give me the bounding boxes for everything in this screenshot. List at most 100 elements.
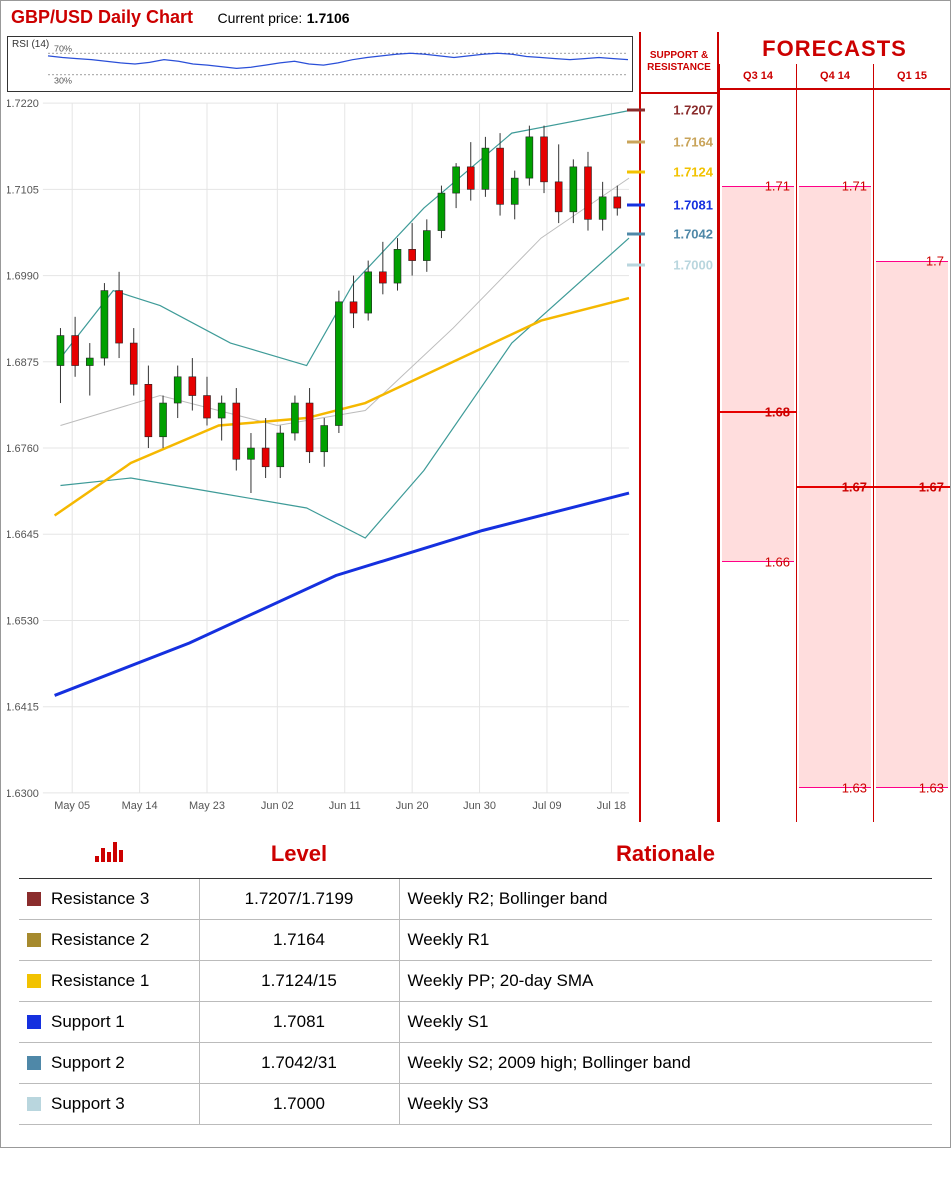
chart-title: GBP/USD Daily Chart: [11, 7, 193, 28]
level-name: Resistance 1: [51, 971, 149, 990]
level-value: 1.7000: [199, 1084, 399, 1125]
svg-text:1.7220: 1.7220: [7, 98, 39, 110]
forecast-header-row: Q3 14Q4 14Q1 15: [719, 64, 950, 90]
level-rationale: Weekly S2; 2009 high; Bollinger band: [399, 1043, 932, 1084]
svg-text:1.7105: 1.7105: [7, 184, 39, 196]
forecast-value: 1.67: [842, 480, 867, 495]
forecast-value: 1.67: [919, 480, 944, 495]
forecast-value: 1.66: [765, 555, 790, 570]
chart-and-panels: RSI (14) 70% 30% 1.6300 1.6415 1.6530 1.6645…: [1, 32, 950, 822]
sr-level-line: [627, 203, 645, 206]
forecast-body: 1.711.681.661.711.671.631.71.671.63: [719, 90, 950, 822]
forecast-value: 1.63: [919, 781, 944, 796]
level-value: 1.7164: [199, 920, 399, 961]
sr-level-line: [627, 171, 645, 174]
level-color-swatch: [27, 974, 41, 988]
svg-text:1.6760: 1.6760: [7, 443, 39, 455]
table-header-level: Level: [199, 834, 399, 879]
level-value: 1.7042/31: [199, 1043, 399, 1084]
forecast-subcol: 1.71.671.63: [873, 90, 950, 822]
chart-svg: 1.6300 1.6415 1.6530 1.6645 1.6760 1.6875 1.69…: [7, 96, 633, 816]
table-row: Support 1 1.7081Weekly S1: [19, 1002, 932, 1043]
level-color-swatch: [27, 1097, 41, 1111]
svg-text:Jun 02: Jun 02: [261, 800, 294, 812]
sr-header-1: SUPPORT &: [643, 50, 715, 62]
svg-text:May 05: May 05: [54, 800, 90, 812]
levels-table-wrap: Level Rationale Resistance 31.7207/1.719…: [1, 822, 950, 1147]
table-row: Resistance 21.7164Weekly R1: [19, 920, 932, 961]
rsi-panel: RSI (14) 70% 30%: [7, 36, 633, 92]
level-color-swatch: [27, 933, 41, 947]
forecast-subcol: 1.71 1.68 1.66: [719, 90, 796, 822]
forecasts-title: FORECASTS: [719, 32, 950, 64]
support-resistance-col: SUPPORT & RESISTANCE 1.72071.71641.71241…: [641, 32, 719, 822]
table-header-icon: [19, 834, 199, 879]
svg-text:Jun 11: Jun 11: [329, 800, 361, 812]
forecast-value: 1.71: [842, 179, 867, 194]
sr-level-label: 1.7081: [673, 197, 713, 212]
level-name: Support 3: [51, 1094, 125, 1113]
forecasts-col: FORECASTS Q3 14Q4 14Q1 15 1.711.681.661.…: [719, 32, 950, 822]
table-header-row: Level Rationale: [19, 834, 932, 879]
level-color-swatch: [27, 1056, 41, 1070]
level-name: Support 1: [51, 1012, 125, 1031]
sr-header: SUPPORT & RESISTANCE: [641, 32, 717, 94]
table-row: Resistance 1 1.7124/15Weekly PP; 20-day S…: [19, 961, 932, 1002]
svg-text:1.6530: 1.6530: [7, 615, 39, 627]
price-value: 1.7106: [307, 10, 350, 26]
forecast-value: 1.71: [765, 179, 790, 194]
level-value: 1.7207/1.7199: [199, 879, 399, 920]
level-value: 1.7124/15: [199, 961, 399, 1002]
sr-levels: 1.7207 1.7164 1.7124 1.7081 1.7042 1.7000: [641, 94, 717, 814]
sr-level-line: [627, 141, 645, 144]
level-rationale: Weekly S3: [399, 1084, 932, 1125]
sr-level-label: 1.7164: [673, 135, 713, 150]
svg-text:May 14: May 14: [122, 800, 158, 812]
side-panels: SUPPORT & RESISTANCE 1.72071.71641.71241…: [641, 32, 950, 822]
sr-level-label: 1.7042: [673, 226, 713, 241]
levels-table: Level Rationale Resistance 31.7207/1.719…: [19, 834, 932, 1125]
level-rationale: Weekly S1: [399, 1002, 932, 1043]
level-value: 1.7081: [199, 1002, 399, 1043]
forecast-header-cell: Q1 15: [873, 64, 950, 88]
table-header-rationale: Rationale: [399, 834, 932, 879]
price-label: Current price:: [218, 10, 303, 26]
svg-text:1.6300: 1.6300: [7, 788, 39, 800]
table-row: Resistance 31.7207/1.7199Weekly R2; Boll…: [19, 879, 932, 920]
candlestick-chart: 1.6300 1.6415 1.6530 1.6645 1.6760 1.6875 1.69…: [7, 96, 633, 816]
rsi-label: RSI (14): [12, 39, 49, 50]
svg-text:1.6415: 1.6415: [7, 702, 39, 714]
svg-text:1.6990: 1.6990: [7, 271, 39, 283]
svg-text:Jun 30: Jun 30: [463, 800, 496, 812]
sr-level-label: 1.7000: [673, 258, 713, 273]
sr-level-label: 1.7124: [673, 165, 713, 180]
forecast-range-bar: [876, 261, 948, 788]
chart-container: GBP/USD Daily Chart Current price: 1.710…: [0, 0, 951, 1148]
forecast-value: 1.63: [842, 781, 867, 796]
level-color-swatch: [27, 892, 41, 906]
svg-text:70%: 70%: [54, 43, 72, 53]
level-rationale: Weekly R2; Bollinger band: [399, 879, 932, 920]
sr-level-label: 1.7207: [673, 102, 713, 117]
chart-header: GBP/USD Daily Chart Current price: 1.710…: [1, 1, 950, 32]
svg-text:Jul 18: Jul 18: [597, 800, 626, 812]
forecast-subcol: 1.71 1.67 1.63: [796, 90, 873, 822]
svg-text:Jul 09: Jul 09: [532, 800, 561, 812]
svg-text:May 23: May 23: [189, 800, 225, 812]
table-row: Support 3 1.7000Weekly S3: [19, 1084, 932, 1125]
forecast-value: 1.68: [765, 404, 790, 419]
level-rationale: Weekly PP; 20-day SMA: [399, 961, 932, 1002]
forecast-header-cell: Q3 14: [719, 64, 796, 88]
forecast-range-bar: [722, 186, 794, 562]
svg-text:1.6645: 1.6645: [7, 529, 39, 541]
rsi-chart: 70% 30%: [8, 37, 632, 91]
level-name: Support 2: [51, 1053, 125, 1072]
svg-text:1.6875: 1.6875: [7, 357, 39, 369]
svg-text:30%: 30%: [54, 76, 72, 86]
chart-column: RSI (14) 70% 30% 1.6300 1.6415 1.6530 1.6645…: [1, 32, 641, 822]
sr-header-2: RESISTANCE: [643, 62, 715, 74]
bars-icon: [95, 840, 123, 862]
forecast-header-cell: Q4 14: [796, 64, 873, 88]
table-row: Support 2 1.7042/31Weekly S2; 2009 high; …: [19, 1043, 932, 1084]
sr-level-line: [627, 232, 645, 235]
